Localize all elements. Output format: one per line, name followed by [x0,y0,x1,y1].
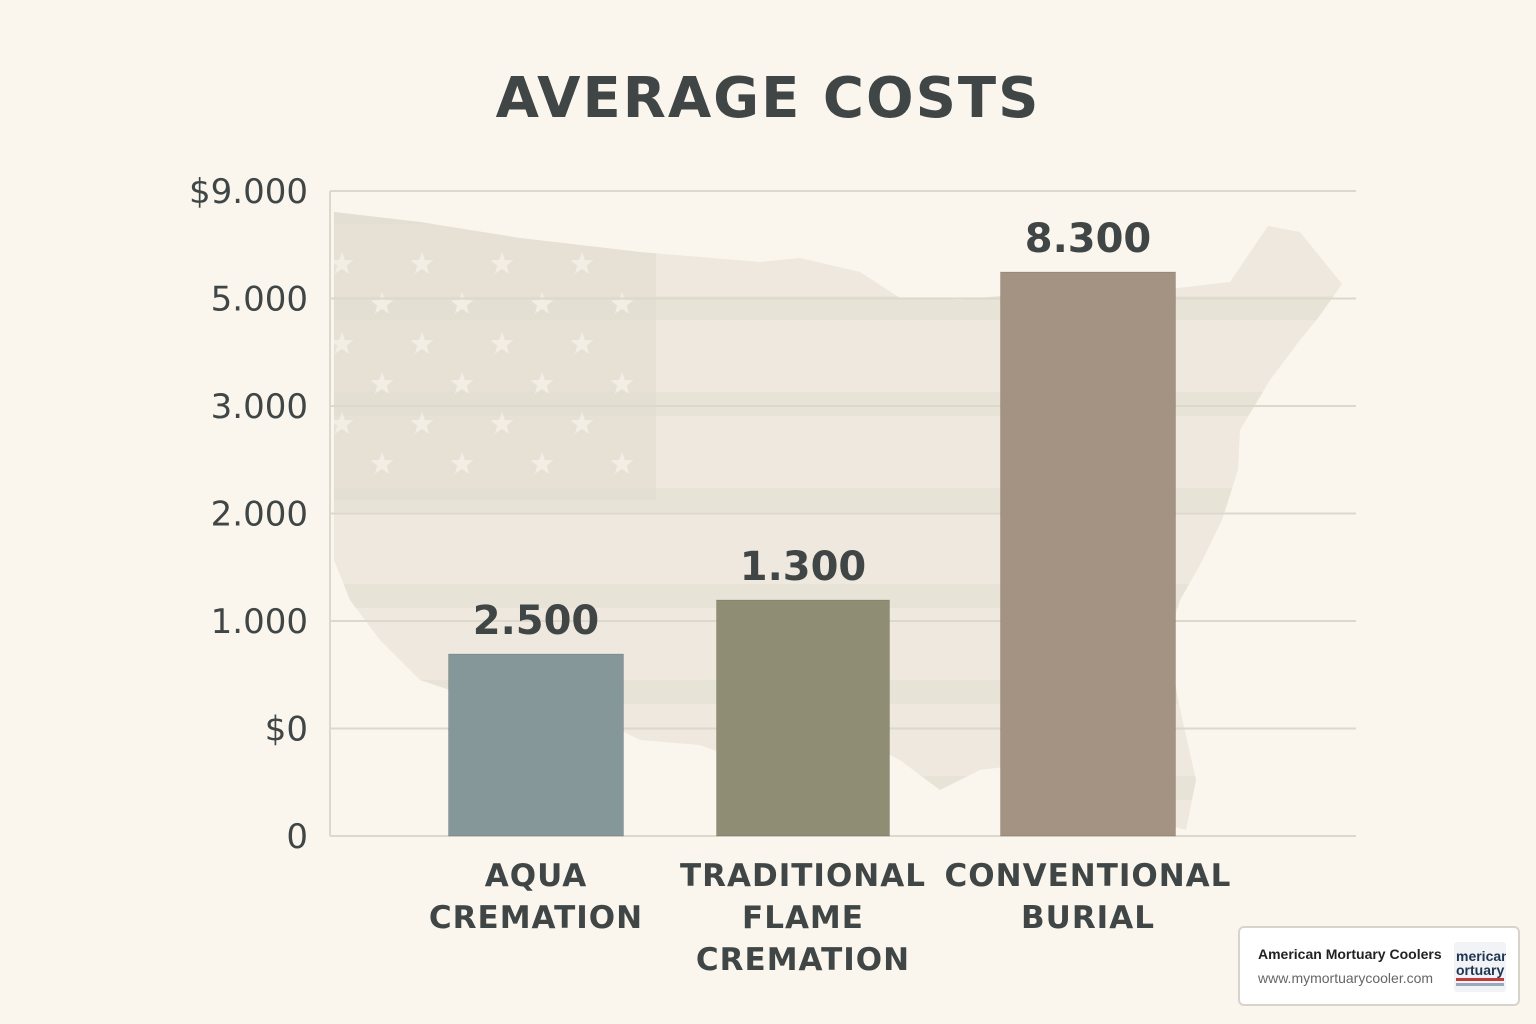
logo-line-2: ortuary [1456,962,1505,978]
flag-star [370,292,394,314]
flag-star [334,332,354,354]
category-label: BURIAL [1021,900,1155,936]
flag-star [370,452,394,474]
flag-star [530,292,554,314]
bar-value-label: 8.300 [1025,216,1152,262]
category-label: CREMATION [696,942,910,978]
bar [1000,271,1176,837]
y-tick-label: 2.000 [211,495,308,535]
company-logo-icon: merican ortuary [1454,942,1506,992]
flag-star [370,372,394,394]
bar [716,599,890,837]
flag-star [570,332,594,354]
category-label: CONVENTIONAL [945,858,1232,894]
logo-stripe-red [1456,978,1504,981]
bar-value-label: 2.500 [473,598,600,644]
flag-star [570,412,594,434]
flag-star [490,332,514,354]
logo-line-1: merican [1456,948,1506,964]
bar-value-label: 1.300 [740,544,867,590]
flag-canton [334,212,656,500]
flag-star [410,332,434,354]
category-label: CREMATION [429,900,643,936]
flag-star [610,292,634,314]
flag-star [610,372,634,394]
flag-star [490,252,514,274]
bar [448,653,624,837]
credit-badge[interactable]: American Mortuary Coolers www.mymortuary… [1238,926,1520,1006]
chart-title: AVERAGE COSTS [495,66,1041,131]
credit-name: American Mortuary Coolers [1258,946,1442,962]
category-label: FLAME [742,900,864,936]
flag-star [410,412,434,434]
y-tick-label: 5.000 [211,280,308,320]
flag-star [570,252,594,274]
labels: $9.000 5.000 3.000 2.000 1.000 $0 0 2.500 AQUA CR… [189,172,1232,978]
y-tick-label: $0 [265,710,308,750]
flag-star [530,372,554,394]
flag-star [410,252,434,274]
category-label: TRADITIONAL [680,858,926,894]
category-label: AQUA [485,858,588,894]
flag-star [334,252,354,274]
flag-star [610,452,634,474]
flag-star [334,412,354,434]
flag-star [530,452,554,474]
flag-star [450,372,474,394]
credit-url[interactable]: www.mymortuarycooler.com [1258,970,1434,986]
flag-star [490,412,514,434]
y-tick-label: 1.000 [211,602,308,642]
flag-star [450,452,474,474]
bars [448,271,1176,837]
flag-star [450,292,474,314]
y-tick-label: $9.000 [189,172,308,212]
y-tick-label: 0 [286,817,308,857]
logo-stripe-blue [1456,983,1504,986]
y-tick-label: 3.000 [211,387,308,427]
